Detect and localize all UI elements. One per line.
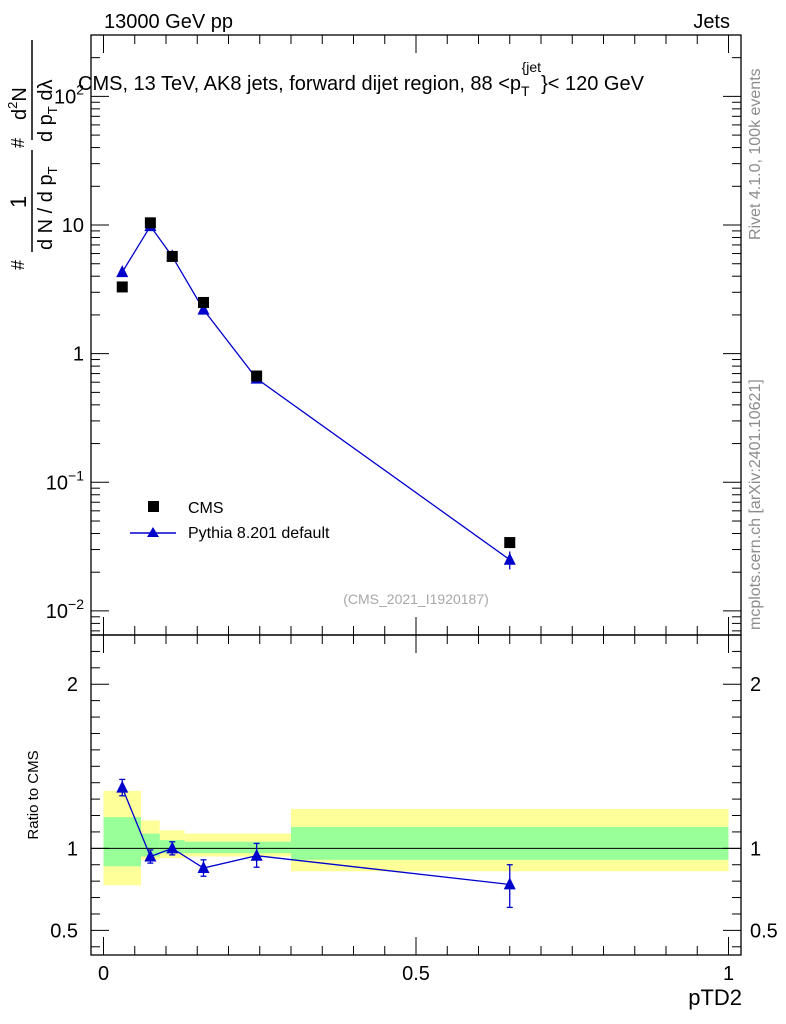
ylabel-num-d: d xyxy=(9,109,31,120)
tick-exponent: −2 xyxy=(68,596,84,612)
tick-base: 10 xyxy=(54,86,76,108)
cms-point xyxy=(116,281,128,293)
ratio-band-inner xyxy=(291,827,729,860)
ylabel-hash-1: # xyxy=(8,260,28,270)
x-tick-label: 0.5 xyxy=(402,963,430,985)
cms-point xyxy=(504,537,516,549)
ratio-y-tick-label-left: 0.5 xyxy=(50,920,78,942)
ylabel-den2-sub: T xyxy=(45,106,60,114)
legend-cms-marker xyxy=(148,501,159,512)
pythia-point xyxy=(197,302,210,315)
ratio-point xyxy=(116,780,129,793)
ratio-y-tick-label-right: 2 xyxy=(750,674,761,696)
title-sub: T xyxy=(521,83,530,99)
ylabel-hash-2: # xyxy=(8,138,28,148)
cms-point xyxy=(144,217,156,229)
main-y-axis-label: # 1 d N / d pT # d2N d pT dλ xyxy=(5,40,60,270)
title-sup: {jet xyxy=(522,59,542,75)
x-axis-label: pTD2 xyxy=(688,985,742,1010)
ylabel-den2-text: d p xyxy=(35,114,57,142)
tick-exponent: −1 xyxy=(68,467,84,483)
ratio-line xyxy=(121,787,510,886)
main-y-tick-label: 1 xyxy=(73,344,84,366)
ratio-panel-frame xyxy=(90,634,742,956)
title-post: }< 120 GeV xyxy=(541,73,645,95)
cms-point xyxy=(166,250,178,262)
legend-cms-label: CMS xyxy=(188,500,224,517)
legend-pythia-marker xyxy=(147,527,159,537)
pythia-line xyxy=(121,224,511,561)
ratio-y-tick-label-left: 1 xyxy=(67,838,78,860)
ylabel-den: d N / d pT xyxy=(35,166,60,250)
mcplots-label: mcplots.cern.ch [arXiv:2401.10621] xyxy=(747,379,764,630)
main-series-layer xyxy=(116,217,516,570)
main-panel-frame xyxy=(90,34,742,636)
tick-base: 10 xyxy=(46,472,68,494)
main-y-tick-label: 102 xyxy=(54,81,84,108)
ratio-point xyxy=(166,841,179,854)
header-right-label: Jets xyxy=(693,11,730,33)
cms-point xyxy=(198,296,209,308)
ratio-point xyxy=(197,861,210,874)
pythia-point xyxy=(116,265,129,278)
main-y-tick-label: 10−1 xyxy=(46,467,84,494)
ratio-band-inner xyxy=(184,841,291,854)
legend-pythia-label: Pythia 8.201 default xyxy=(188,525,330,542)
title-pre: CMS, 13 TeV, AK8 jets, forward dijet reg… xyxy=(78,73,521,95)
ylabel-den2: d pT dλ xyxy=(35,80,60,142)
ylabel-num-two: 2 xyxy=(5,102,20,109)
ylabel-num-n: N xyxy=(9,87,31,101)
x-tick-label: 1 xyxy=(723,963,734,985)
rivet-version-label: Rivet 4.1.0, 100k events xyxy=(747,68,764,240)
ylabel-den2-post: dλ xyxy=(35,80,57,107)
ratio-point xyxy=(250,848,263,861)
ylabel-den-sub: T xyxy=(45,166,60,174)
main-plot-title: CMS, 13 TeV, AK8 jets, forward dijet reg… xyxy=(78,59,645,99)
ratio-point xyxy=(144,849,157,862)
ylabel-num: d2N xyxy=(5,87,31,120)
ratio-band-inner xyxy=(103,817,141,867)
main-y-tick-label: 10−2 xyxy=(46,596,84,623)
ratio-band-inner xyxy=(141,833,160,857)
cms-point xyxy=(251,370,263,382)
ratio-y-tick-label-right: 0.5 xyxy=(750,920,778,942)
tick-exponent: 2 xyxy=(76,81,84,97)
ratio-y-tick-label-left: 2 xyxy=(67,674,78,696)
x-tick-label: 0 xyxy=(98,963,109,985)
ratio-y-axis-label: Ratio to CMS xyxy=(25,750,42,839)
tick-base: 10 xyxy=(46,601,68,623)
main-y-tick-label: 10 xyxy=(62,215,84,237)
ratio-band-layer xyxy=(103,790,729,886)
legend: CMS Pythia 8.201 default xyxy=(130,500,330,542)
analysis-watermark: (CMS_2021_I1920187) xyxy=(343,591,489,607)
header-left-label: 13000 GeV pp xyxy=(104,11,233,33)
ylabel-one: 1 xyxy=(6,196,31,208)
ratio-series-layer xyxy=(116,778,516,909)
ratio-point xyxy=(503,877,516,890)
ratio-y-tick-label-right: 1 xyxy=(750,838,761,860)
pythia-point xyxy=(503,552,516,565)
ylabel-den-text: d N / d p xyxy=(35,174,57,250)
